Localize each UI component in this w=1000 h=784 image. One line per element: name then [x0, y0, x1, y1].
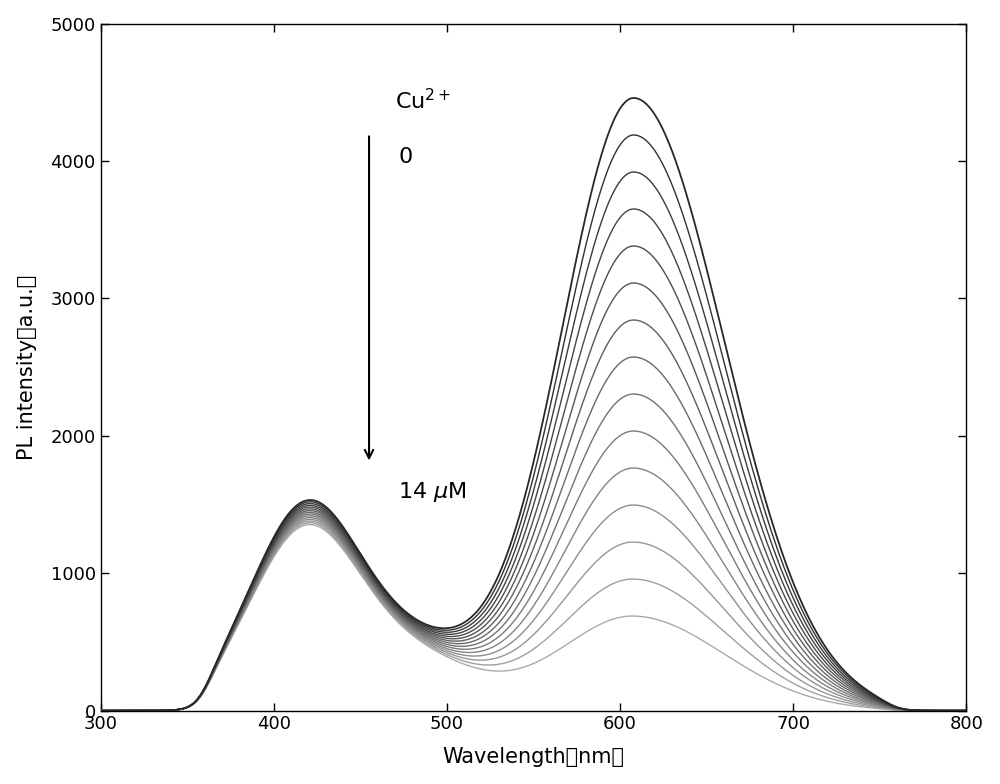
- X-axis label: Wavelength（nm）: Wavelength（nm）: [443, 747, 625, 768]
- Text: Cu$^{2+}$: Cu$^{2+}$: [395, 88, 451, 113]
- Text: 0: 0: [398, 147, 413, 167]
- Y-axis label: PL intensity（a.u.）: PL intensity（a.u.）: [17, 274, 37, 459]
- Text: 14 $\mu$M: 14 $\mu$M: [398, 480, 467, 504]
